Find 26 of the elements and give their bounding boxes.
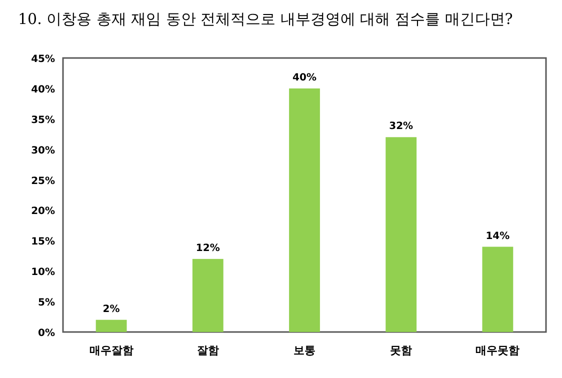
y-tick-label: 30%: [31, 145, 55, 156]
y-tick-label: 35%: [31, 114, 55, 126]
bar: [482, 246, 514, 332]
chart-title: 10. 이창용 총재 재임 동안 전체적으로 내부경영에 대해 점수를 매긴다면?: [18, 10, 513, 28]
x-tick-label: 잘함: [196, 344, 219, 357]
data-label: 12%: [196, 242, 220, 254]
bar: [192, 258, 224, 332]
y-tick-label: 0%: [38, 328, 55, 339]
x-tick-label: 매우잘함: [89, 344, 134, 357]
x-tick-label: 매우못함: [476, 344, 520, 357]
x-tick-label: 못함: [390, 344, 412, 357]
y-tick-label: 45%: [31, 54, 55, 65]
data-label: 32%: [389, 121, 414, 132]
bar: [386, 137, 417, 332]
data-label: 14%: [486, 230, 510, 242]
y-tick-label: 10%: [31, 267, 55, 278]
y-tick-label: 25%: [31, 176, 55, 187]
bar: [96, 320, 127, 332]
y-tick-label: 40%: [31, 84, 55, 96]
y-tick-label: 5%: [38, 298, 55, 309]
x-tick-label: 보통: [294, 344, 316, 357]
y-tick-label: 15%: [31, 236, 55, 248]
y-tick-label: 20%: [31, 206, 55, 218]
data-label: 40%: [292, 72, 316, 84]
bar: [289, 88, 320, 332]
data-label: 2%: [102, 304, 120, 315]
